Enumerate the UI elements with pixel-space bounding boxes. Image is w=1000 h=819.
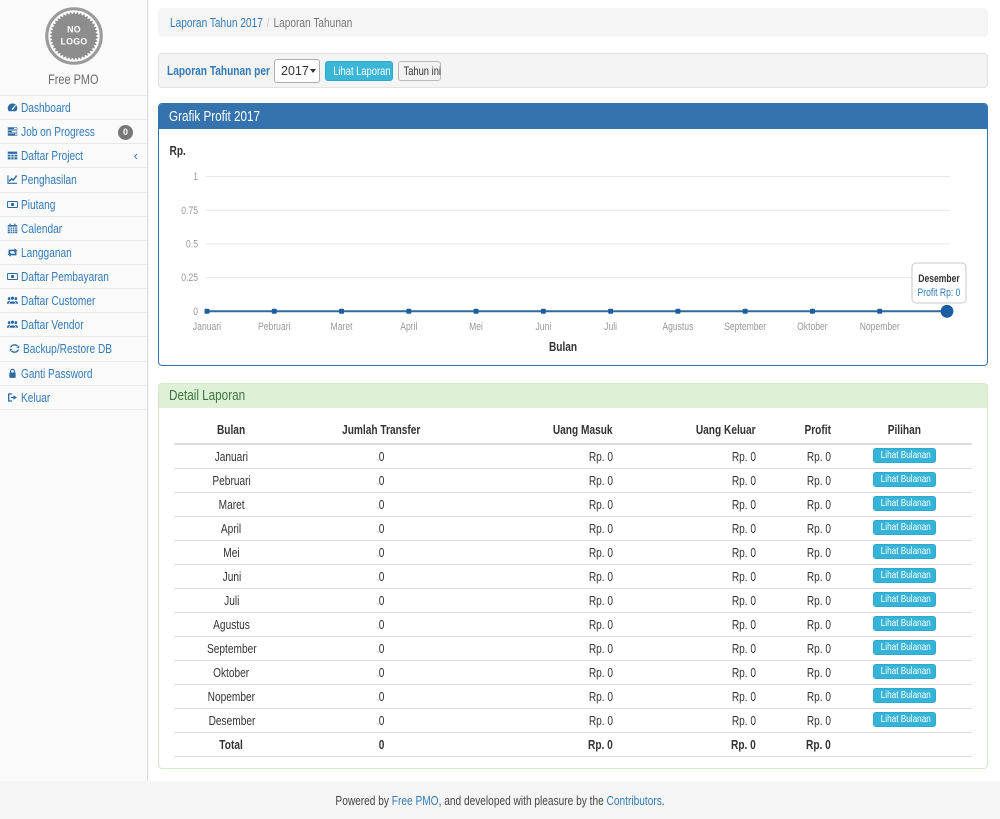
- svg-text:LOGO: LOGO: [60, 37, 87, 47]
- svg-text:0.5: 0.5: [186, 239, 198, 251]
- svg-text:Januari: Januari: [193, 321, 221, 333]
- svg-text:NO: NO: [67, 25, 81, 35]
- svg-text:Agustus: Agustus: [662, 321, 693, 333]
- svg-text:0.75: 0.75: [181, 205, 198, 217]
- svg-text:Nopember: Nopember: [860, 321, 901, 333]
- svg-text:0: 0: [193, 306, 198, 318]
- svg-text:Bulan: Bulan: [549, 340, 577, 354]
- svg-text:April: April: [400, 321, 417, 333]
- svg-text:Maret: Maret: [331, 321, 353, 333]
- svg-text:Rp.: Rp.: [170, 144, 186, 158]
- svg-text:Oktober: Oktober: [797, 321, 828, 333]
- svg-text:1: 1: [193, 171, 198, 183]
- svg-text:Juli: Juli: [604, 321, 617, 333]
- svg-text:Juni: Juni: [536, 321, 552, 333]
- svg-text:Desember: Desember: [918, 273, 960, 285]
- svg-text:Pebruari: Pebruari: [258, 321, 290, 333]
- svg-text:September: September: [724, 321, 767, 333]
- svg-text:0.25: 0.25: [181, 272, 198, 284]
- svg-text:Mei: Mei: [469, 321, 483, 333]
- svg-text:Profit Rp: 0: Profit Rp: 0: [918, 287, 961, 299]
